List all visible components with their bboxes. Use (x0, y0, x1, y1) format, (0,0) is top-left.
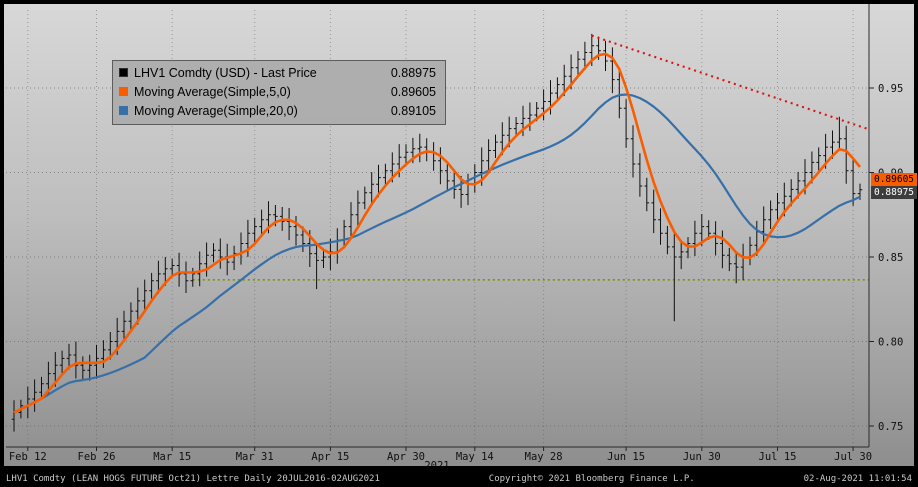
svg-text:0.85: 0.85 (878, 252, 903, 264)
sma20-line (13, 93, 861, 414)
legend-label: Moving Average(Simple,5,0) (134, 84, 291, 99)
legend-label: LHV1 Comdty (USD) - Last Price (134, 65, 317, 80)
copyright-text: Copyright© 2021 Bloomberg Finance L.P. (488, 473, 695, 484)
ma5-swatch-icon (119, 87, 128, 96)
svg-text:Jun 30: Jun 30 (683, 451, 721, 463)
sma5-line (13, 52, 862, 414)
legend-value: 0.88975 (390, 65, 436, 80)
svg-text:Mar 31: Mar 31 (236, 451, 274, 463)
svg-text:Apr 15: Apr 15 (311, 451, 349, 463)
legend-row-ma5: Moving Average(Simple,5,0) 0.89605 (119, 82, 436, 101)
last-price-axis-tag: 0.88975 (871, 185, 917, 199)
timestamp: 02-Aug-2021 11:01:54 (803, 473, 912, 484)
legend-value: 0.89105 (390, 103, 436, 118)
svg-text:Feb 12: Feb 12 (9, 451, 47, 463)
svg-text:Feb 26: Feb 26 (78, 451, 116, 463)
instrument-description: LHV1 Comdty (LEAN HOGS FUTURE Oct21) Let… (6, 473, 380, 484)
svg-text:Apr 30: Apr 30 (387, 451, 425, 463)
svg-text:May 28: May 28 (525, 451, 563, 463)
legend-label: Moving Average(Simple,20,0) (134, 103, 298, 118)
legend-row-ma20: Moving Average(Simple,20,0) 0.89105 (119, 101, 436, 120)
status-bar: LHV1 Comdty (LEAN HOGS FUTURE Oct21) Let… (0, 470, 918, 487)
last-price-swatch-icon (119, 68, 128, 77)
svg-text:Jun 15: Jun 15 (607, 451, 645, 463)
ma5-price-axis-tag: 0.89605 (871, 172, 917, 186)
chart-legend: LHV1 Comdty (USD) - Last Price 0.88975 M… (112, 60, 446, 125)
svg-text:0.75: 0.75 (878, 421, 903, 433)
legend-row-last-price: LHV1 Comdty (USD) - Last Price 0.88975 (119, 63, 436, 82)
svg-text:Jul 15: Jul 15 (759, 451, 797, 463)
trend-dotted-line (591, 34, 870, 131)
svg-text:Jul 30: Jul 30 (834, 451, 872, 463)
svg-text:0.95: 0.95 (878, 83, 903, 95)
legend-value: 0.89605 (390, 84, 436, 99)
ma20-swatch-icon (119, 106, 128, 115)
svg-text:0.80: 0.80 (878, 337, 903, 349)
ohlc-bars (11, 33, 863, 432)
svg-text:Mar 15: Mar 15 (153, 451, 191, 463)
svg-text:May 14: May 14 (456, 451, 494, 463)
